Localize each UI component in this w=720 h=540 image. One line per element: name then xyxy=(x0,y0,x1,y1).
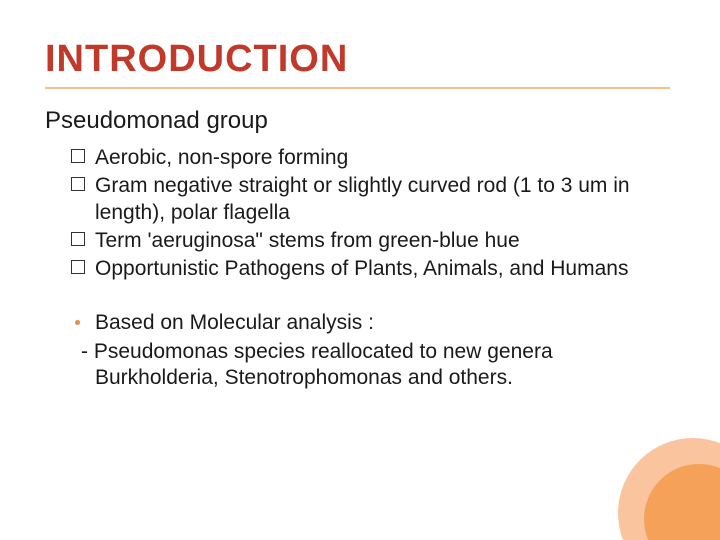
title-underline xyxy=(45,87,670,89)
slide: INTRODUCTION Pseudomonad group Aerobic, … xyxy=(0,0,720,540)
list-item-text: Based on Molecular analysis : xyxy=(95,311,374,334)
list-item: Aerobic, non-spore forming xyxy=(71,145,670,171)
dash-line-text: - Pseudomonas species reallocated to new… xyxy=(75,339,670,392)
list-item-text: Aerobic, non-spore forming xyxy=(95,146,348,169)
square-bullet-icon xyxy=(71,260,85,274)
list-item-text: Gram negative straight or slightly curve… xyxy=(95,174,630,223)
list-item: Based on Molecular analysis : xyxy=(71,310,670,336)
list-item-text: Opportunistic Pathogens of Plants, Anima… xyxy=(95,257,628,280)
square-bullet-icon xyxy=(71,232,85,246)
square-bullet-icon xyxy=(71,177,85,191)
square-bullet-icon xyxy=(71,149,85,163)
list-item: Term 'aeruginosa" stems from green-blue … xyxy=(71,228,670,254)
list-item: Opportunistic Pathogens of Plants, Anima… xyxy=(71,256,670,282)
bullet-list-square: Aerobic, non-spore forming Gram negative… xyxy=(71,145,670,282)
list-item-text: Term 'aeruginosa" stems from green-blue … xyxy=(95,229,520,252)
slide-title: INTRODUCTION xyxy=(45,38,670,81)
dot-bullet-icon xyxy=(75,320,80,325)
subtitle: Pseudomonad group xyxy=(45,107,670,135)
list-item: Gram negative straight or slightly curve… xyxy=(71,173,670,226)
bullet-list-dot: Based on Molecular analysis : xyxy=(71,310,670,336)
